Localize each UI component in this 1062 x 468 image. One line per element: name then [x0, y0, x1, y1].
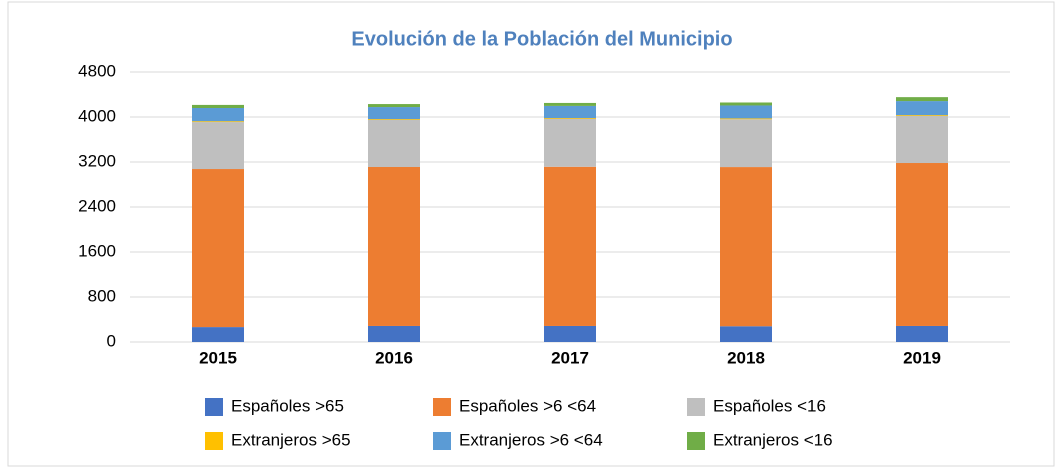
chart-frame	[7, 1, 1055, 467]
bar-segment	[368, 119, 420, 168]
bar-segment	[896, 101, 948, 116]
bar-segment	[192, 121, 244, 123]
y-tick-label: 0	[107, 331, 116, 350]
legend-label: Extranjeros <16	[713, 430, 833, 449]
y-tick-label: 800	[88, 286, 116, 305]
legend-swatch	[687, 432, 705, 450]
legend-label: Extranjeros >65	[231, 430, 351, 449]
bar-segment	[720, 105, 772, 119]
bar-segment	[896, 325, 948, 342]
legend-label: Españoles >65	[231, 396, 344, 415]
bar-segment	[192, 122, 244, 170]
bar-segment	[544, 105, 596, 119]
x-tick-label: 2016	[375, 348, 413, 367]
y-tick-label: 4000	[78, 106, 116, 125]
legend-swatch	[433, 398, 451, 416]
bar-segment	[720, 326, 772, 342]
bar-segment	[720, 119, 772, 168]
y-tick-label: 3200	[78, 151, 116, 170]
x-tick-label: 2018	[727, 348, 765, 367]
legend-swatch	[433, 432, 451, 450]
bar-segment	[368, 325, 420, 342]
bar-segment	[720, 102, 772, 106]
bar-segment	[896, 115, 948, 116]
bar-segment	[544, 102, 596, 106]
bar-segment	[544, 166, 596, 326]
bar-segment	[544, 118, 596, 167]
bar-segment	[544, 325, 596, 342]
legend-swatch	[205, 398, 223, 416]
x-tick-label: 2015	[199, 348, 237, 367]
bar-segment	[720, 167, 772, 327]
bar-segment	[720, 118, 772, 120]
bar-segment	[192, 327, 244, 342]
y-tick-label: 4800	[78, 61, 116, 80]
bar-segment	[192, 108, 244, 122]
chart-title: Evolución de la Población del Municipio	[351, 28, 732, 50]
bar-segment	[368, 119, 420, 120]
bar-segment	[544, 118, 596, 119]
bar-segment	[368, 104, 420, 108]
legend-label: Españoles <16	[713, 396, 826, 415]
legend-swatch	[687, 398, 705, 416]
bar-segment	[896, 115, 948, 164]
bar-segment	[896, 97, 948, 102]
x-tick-label: 2019	[903, 348, 941, 367]
y-tick-label: 2400	[78, 196, 116, 215]
bar-segment	[368, 167, 420, 326]
x-tick-label: 2017	[551, 348, 589, 367]
bar-segment	[192, 104, 244, 108]
legend-label: Españoles >6 <64	[459, 396, 596, 415]
bar-segment	[192, 169, 244, 328]
bar-segment	[896, 163, 948, 326]
y-tick-label: 1600	[78, 241, 116, 260]
legend-swatch	[205, 432, 223, 450]
bar-segment	[368, 107, 420, 120]
legend-label: Extranjeros >6 <64	[459, 430, 603, 449]
